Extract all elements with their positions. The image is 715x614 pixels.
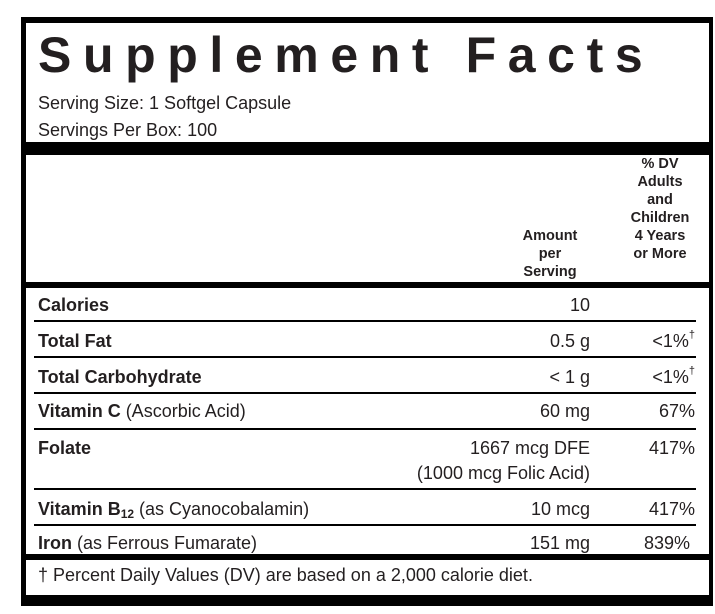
nutrient-amount: < 1 g [549, 367, 590, 387]
amount-header: Amount per Serving [505, 227, 595, 281]
label-body [26, 23, 709, 595]
label-title: Supplement Facts [38, 27, 655, 83]
dv-header-line: Children [630, 210, 690, 226]
servings-per-box: Servings Per Box: 100 [38, 120, 218, 140]
row-divider [34, 356, 696, 358]
nutrient-amount: 1667 mcg DFE [469, 438, 590, 458]
nutrient-name: Total Carbohydrate [38, 367, 202, 387]
thick-divider [26, 282, 709, 288]
dv-header-line: or More [633, 246, 687, 262]
nutrient-source: (as Cyanocobalamin) [134, 499, 310, 519]
nutrient-amount: 10 [569, 295, 590, 315]
nutrient-dv: 839% [643, 533, 690, 553]
dv-header-line: 4 Years [634, 228, 686, 244]
nutrient-dv: 417% [648, 438, 695, 458]
dv-header-line: Adults [637, 174, 683, 190]
dv-header-line: and [647, 192, 673, 208]
dagger-mark: † [688, 365, 695, 377]
dv-header: % DV Adults and Children 4 Years or More [620, 155, 700, 263]
nutrient-dv: <1% [652, 331, 689, 351]
nutrient-amount-detail: (1000 mcg Folic Acid) [416, 463, 590, 483]
amount-header-line: per [538, 246, 562, 262]
nutrient-amount: 10 mcg [530, 499, 590, 519]
nutrient-name: Vitamin B [38, 499, 121, 519]
nutrient-name: Vitamin C [38, 401, 121, 421]
serving-size: Serving Size: 1 Softgel Capsule [38, 93, 292, 113]
amount-header-line: Amount [522, 228, 578, 244]
footnote: † Percent Daily Values (DV) are based on… [38, 565, 533, 585]
row-divider [34, 320, 696, 322]
nutrient-source: (as Ferrous Fumarate) [72, 533, 258, 553]
row-divider [34, 428, 696, 430]
row-divider [34, 488, 696, 490]
nutrient-name: Folate [38, 438, 92, 458]
thick-divider [26, 142, 709, 155]
row-divider [34, 524, 696, 526]
nutrient-source: (Ascorbic Acid) [120, 401, 246, 421]
dv-header-line: % DV [641, 156, 679, 172]
nutrient-subscript: 12 [120, 507, 135, 521]
nutrient-dv: <1% [652, 367, 689, 387]
nutrient-name: Total Fat [38, 331, 112, 351]
nutrient-dv: 417% [648, 499, 695, 519]
row-divider [34, 392, 696, 394]
nutrient-amount: 151 mg [529, 533, 590, 553]
nutrient-name: Calories [38, 295, 110, 315]
nutrient-amount: 0.5 g [549, 331, 590, 351]
dagger-mark: † [688, 329, 695, 341]
amount-header-line: Serving [523, 264, 577, 280]
nutrient-dv: 67% [658, 401, 695, 421]
nutrient-amount: 60 mg [539, 401, 590, 421]
nutrient-name: Iron [38, 533, 72, 553]
thick-divider [26, 554, 709, 560]
